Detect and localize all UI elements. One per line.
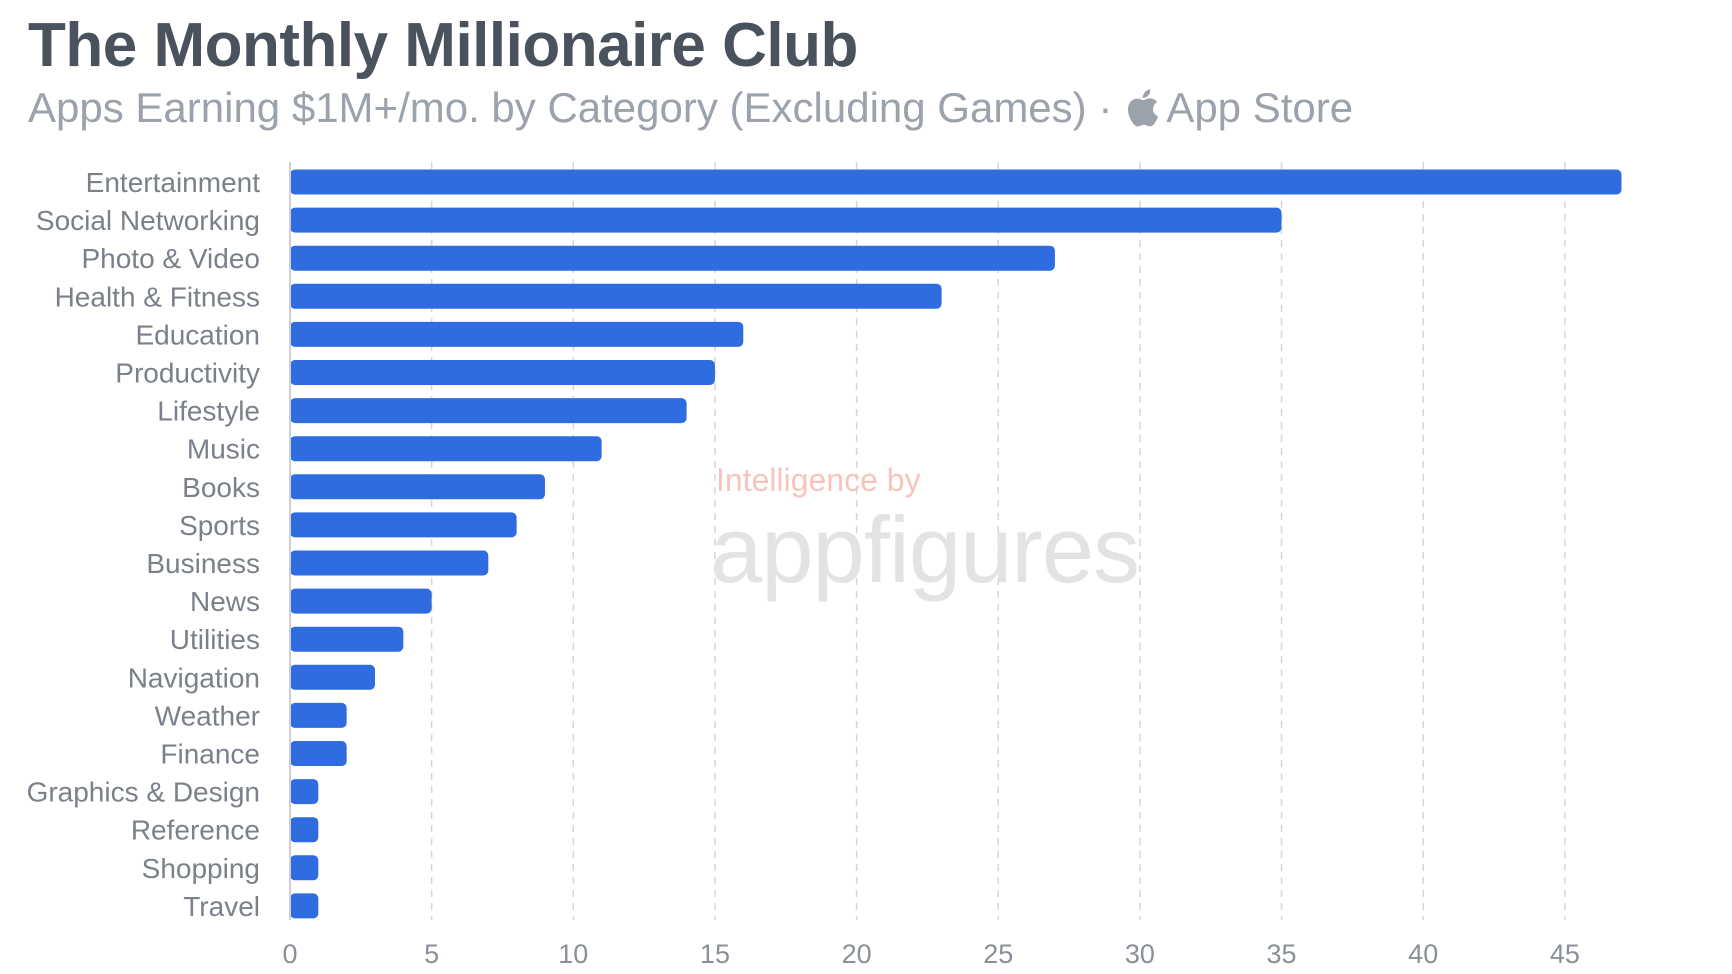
category-label: Travel bbox=[183, 891, 260, 922]
category-label: Photo & Video bbox=[81, 243, 260, 274]
chart-title: The Monthly Millionaire Club bbox=[28, 11, 858, 80]
bar-music bbox=[290, 436, 602, 462]
x-tick-label: 35 bbox=[1267, 939, 1297, 969]
bar-weather bbox=[290, 702, 347, 728]
category-label: Music bbox=[187, 434, 260, 465]
category-label: Business bbox=[146, 548, 260, 579]
bar-finance bbox=[290, 741, 347, 766]
x-tick-label: 30 bbox=[1125, 939, 1155, 969]
category-label: Graphics & Design bbox=[27, 777, 260, 808]
category-label: Sports bbox=[179, 510, 260, 541]
bar-reference bbox=[290, 817, 319, 843]
category-label: Navigation bbox=[128, 662, 260, 693]
category-label: Health & Fitness bbox=[55, 281, 260, 312]
category-label: Lifestyle bbox=[157, 396, 260, 427]
grid-lines bbox=[430, 162, 1566, 920]
subtitle-text: Apps Earning $1M+/mo. by Category (Exclu… bbox=[28, 84, 1113, 131]
apple-icon bbox=[1124, 88, 1160, 128]
category-labels: Entertainment Social Networking Photo & Vi… bbox=[27, 167, 261, 922]
category-label: Productivity bbox=[115, 358, 260, 389]
bar-navigation bbox=[290, 664, 375, 690]
x-tick-label: 5 bbox=[424, 939, 439, 969]
bar-travel bbox=[290, 893, 319, 919]
x-tick-label: 10 bbox=[558, 939, 588, 969]
bar-news bbox=[290, 588, 432, 614]
x-axis-ticks: 0 5 10 15 20 25 30 35 40 45 bbox=[282, 939, 1579, 969]
bar-graphics-design bbox=[290, 779, 319, 805]
chart-subtitle: Apps Earning $1M+/mo. by Category (Exclu… bbox=[28, 84, 1353, 132]
category-label: Weather bbox=[155, 700, 260, 731]
x-tick-label: 40 bbox=[1408, 939, 1438, 969]
category-label: Finance bbox=[160, 739, 260, 770]
category-label: Utilities bbox=[170, 624, 260, 655]
bar-social-networking bbox=[290, 207, 1282, 233]
store-label: App Store bbox=[1166, 84, 1354, 131]
x-tick-label: 20 bbox=[842, 939, 872, 969]
category-label: Books bbox=[182, 472, 260, 503]
bar-health-fitness bbox=[290, 283, 942, 309]
bar-shopping bbox=[290, 855, 319, 881]
category-label: News bbox=[190, 586, 260, 617]
bar-lifestyle bbox=[290, 398, 687, 424]
x-tick-label: 0 bbox=[282, 939, 297, 969]
bars bbox=[290, 169, 1622, 919]
x-tick-label: 25 bbox=[983, 939, 1013, 969]
bar-photo-video bbox=[290, 245, 1055, 271]
bar-utilities bbox=[290, 626, 404, 652]
bar-sports bbox=[290, 512, 517, 538]
bar-productivity bbox=[290, 360, 715, 385]
bar-entertainment bbox=[290, 169, 1622, 195]
x-tick-label: 45 bbox=[1550, 939, 1580, 969]
bar-education bbox=[290, 321, 744, 347]
category-label: Social Networking bbox=[36, 205, 260, 236]
x-tick-label: 15 bbox=[700, 939, 730, 969]
category-label: Education bbox=[135, 319, 260, 350]
category-label: Reference bbox=[131, 815, 260, 846]
bar-business bbox=[290, 550, 489, 576]
category-label: Shopping bbox=[142, 853, 260, 884]
bar-books bbox=[290, 474, 545, 500]
category-label: Entertainment bbox=[86, 167, 261, 198]
